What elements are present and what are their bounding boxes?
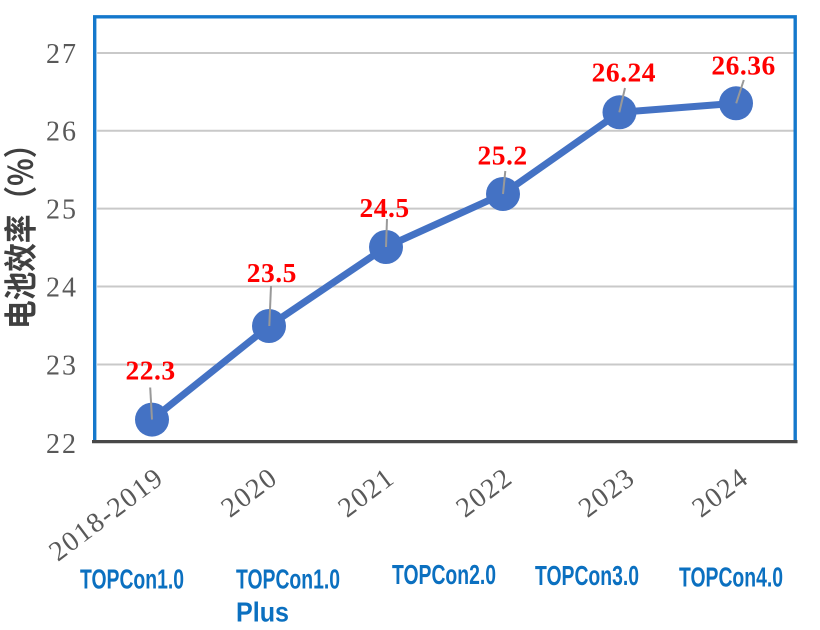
svg-text:26: 26 <box>46 117 78 148</box>
svg-text:24.5: 24.5 <box>359 192 409 223</box>
svg-text:Plus: Plus <box>236 597 289 628</box>
svg-text:TOPCon1.0: TOPCon1.0 <box>236 564 340 595</box>
svg-text:23.5: 23.5 <box>247 257 297 288</box>
svg-text:22: 22 <box>46 429 78 460</box>
svg-text:TOPCon1.0: TOPCon1.0 <box>80 564 184 595</box>
svg-text:26.24: 26.24 <box>592 56 656 87</box>
svg-text:25.2: 25.2 <box>477 140 527 171</box>
svg-text:24: 24 <box>46 272 78 303</box>
svg-text:TOPCon3.0: TOPCon3.0 <box>535 560 639 591</box>
svg-text:27: 27 <box>46 39 78 70</box>
svg-text:25: 25 <box>46 194 78 225</box>
svg-text:23: 23 <box>46 350 78 381</box>
svg-text:26.36: 26.36 <box>711 49 775 80</box>
svg-text:TOPCon4.0: TOPCon4.0 <box>679 562 783 593</box>
svg-text:22.3: 22.3 <box>125 355 175 386</box>
svg-text:TOPCon2.0: TOPCon2.0 <box>392 559 496 590</box>
